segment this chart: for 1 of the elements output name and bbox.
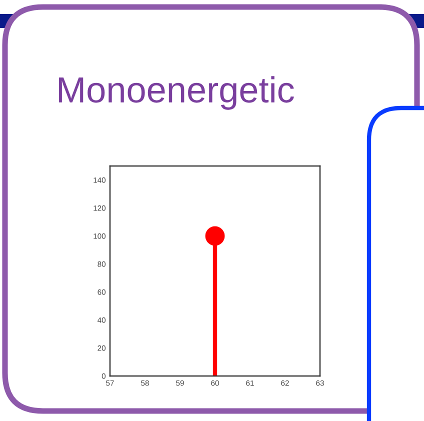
- chart-title: Monoenergetic: [58, 76, 294, 110]
